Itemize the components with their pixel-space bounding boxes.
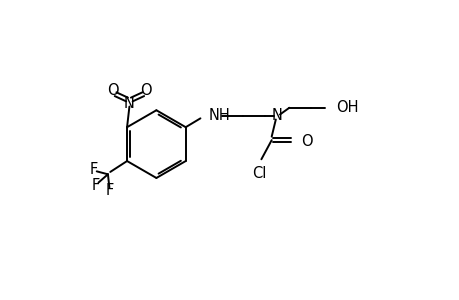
Text: OH: OH xyxy=(336,100,358,115)
Text: N: N xyxy=(271,109,282,124)
Text: F: F xyxy=(90,162,98,177)
Text: O: O xyxy=(140,83,151,98)
Text: F: F xyxy=(91,178,100,193)
Text: O: O xyxy=(301,134,312,149)
Text: O: O xyxy=(107,83,119,98)
Text: F: F xyxy=(105,183,113,198)
Text: N: N xyxy=(124,95,134,110)
Text: NH: NH xyxy=(208,109,230,124)
Text: Cl: Cl xyxy=(251,166,266,181)
